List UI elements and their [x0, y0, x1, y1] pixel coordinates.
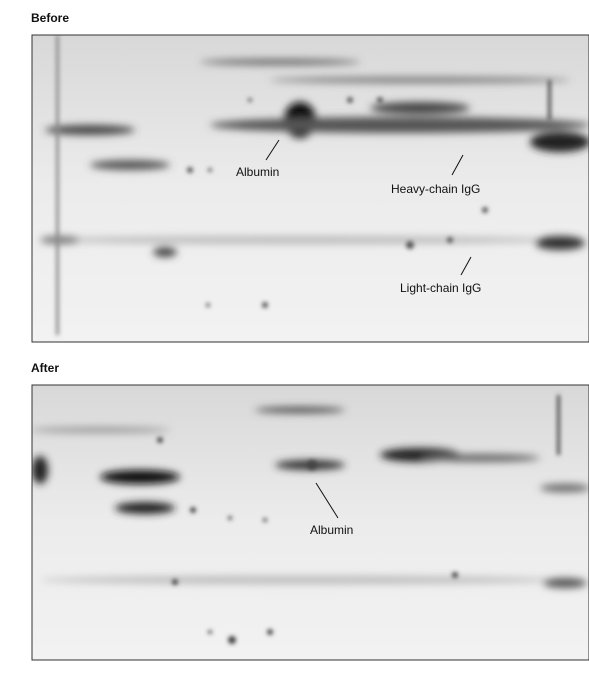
panel-label: Before	[31, 11, 69, 25]
annotation: Albumin	[236, 165, 279, 179]
gel-image	[32, 35, 589, 342]
annotation: Heavy-chain IgG	[391, 182, 480, 196]
annotation: Light-chain IgG	[400, 281, 481, 295]
annotation: Albumin	[310, 523, 353, 537]
figure: Before Albumin Heavy-ch	[0, 0, 589, 687]
panel-label: After	[31, 361, 59, 375]
